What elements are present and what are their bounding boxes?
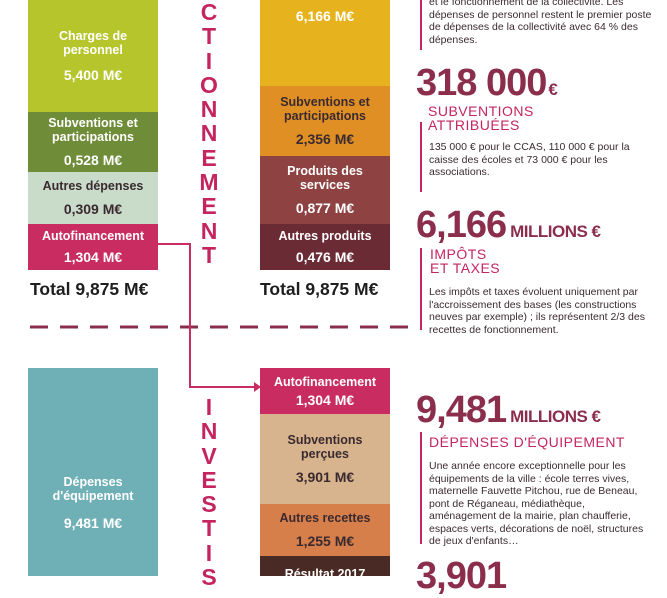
block-label: Autres produits (278, 229, 372, 243)
letter: M (199, 169, 219, 196)
letter: O (200, 71, 218, 98)
letter: I (205, 539, 213, 566)
letter: V (201, 442, 217, 469)
block-label: Produits des services (287, 164, 363, 192)
stat-number: 318 000 (416, 62, 547, 104)
letter: N (200, 418, 218, 445)
depense-block-charges-personnel: Charges de personnel 5,400 M€ (28, 0, 158, 112)
block-value: 0,528 M€ (63, 152, 123, 168)
letter: E (201, 144, 217, 171)
block-label: Autres dépenses (42, 179, 144, 193)
letter: C (200, 0, 218, 25)
stat-title-line1: DÉPENSES D'ÉQUIPEMENT (429, 434, 625, 450)
depense-block-autofinancement: Autofinancement 1,304 M€ (28, 224, 158, 270)
block-value: 1,304 M€ (63, 249, 123, 265)
fonctionnement-vertical-label: C T I O N N E M E N T (194, 0, 224, 267)
block-label: Résultat 2017 (284, 567, 366, 581)
stat-description-impots: Les impôts et taxes évoluent uniquement … (429, 286, 645, 336)
block-value: 5,400 M€ (63, 67, 123, 83)
stat-number: 9,481 (416, 389, 507, 431)
block-value: 6,166 M€ (295, 8, 355, 24)
stat-title-impots: IMPÔTS ET TAXES (430, 247, 500, 275)
stat-title-equipement: DÉPENSES D'ÉQUIPEMENT (429, 435, 625, 449)
block-label: Subventions perçues (287, 433, 363, 461)
stat-number-equipement: 9,481 MILLIONS € (416, 389, 601, 432)
stat-title-subventions: SUBVENTIONS ATTRIBUÉES (428, 104, 534, 132)
recette-block-autofinancement: Autofinancement 1,304 M€ (260, 368, 390, 414)
stat-number-subventions-percues: 3,901 (416, 555, 507, 598)
block-value: 9,481 M€ (63, 515, 123, 531)
block-label: Subventions et participations (48, 116, 138, 144)
stat-unit: € (548, 80, 558, 99)
stat-accent-bar (420, 122, 422, 192)
stat-description-equipement: Une année encore exceptionnelle pour les… (429, 460, 644, 547)
stat-title-line2: ET TAXES (430, 260, 501, 276)
total-recettes: Total 9,875 M€ (260, 279, 379, 299)
recette-block-autres-produits: Autres produits 0,476 M€ (260, 224, 390, 270)
stat-unit: MILLIONS € (510, 222, 601, 241)
total-depenses: Total 9,875 M€ (30, 279, 149, 299)
block-value: 0,877 M€ (295, 200, 355, 216)
depense-block-equipement: Dépenses d'équipement 9,481 M€ (28, 368, 158, 576)
intro-text: et le fonctionnement de la collectivité.… (429, 0, 652, 46)
stat-title-line1: SUBVENTIONS (428, 103, 534, 119)
stat-number-impots: 6,166 MILLIONS € (416, 204, 601, 247)
block-label: Autofinancement (41, 229, 145, 243)
block-label: Autofinancement (273, 374, 377, 389)
block-value: 3,901 M€ (295, 469, 355, 485)
recette-block-impots: 6,166 M€ (260, 0, 390, 86)
arrow-line (158, 243, 254, 388)
autofinancement-arrow (158, 243, 261, 392)
block-label: Autres recettes (279, 511, 371, 525)
block-value: 2,356 M€ (295, 131, 355, 147)
letter: I (205, 394, 213, 420)
letter: N (200, 96, 218, 123)
block-label: Subventions et participations (280, 95, 370, 123)
stat-accent-bar (420, 432, 422, 544)
stat-number: 3,901 (416, 555, 507, 597)
recette-block-resultat: Résultat 2017 (260, 556, 390, 581)
block-value: 1,304 M€ (295, 391, 355, 408)
recette-block-autres-recettes: Autres recettes 1,255 M€ (260, 504, 390, 556)
arrow-head (254, 382, 261, 392)
stat-description-subventions: 135 000 € pour le CCAS, 110 000 € pour l… (429, 141, 630, 178)
recette-block-subventions-percues: Subventions perçues 3,901 M€ (260, 414, 390, 504)
letter: S (201, 564, 217, 591)
block-value: 0,476 M€ (295, 249, 355, 265)
investissement-vertical-label: I N V E S T I S (194, 394, 224, 591)
letter: T (201, 241, 217, 268)
depense-block-subventions: Subventions et participations 0,528 M€ (28, 112, 158, 172)
stat-title-line1: IMPÔTS (430, 246, 487, 262)
recette-block-subventions: Subventions et participations 2,356 M€ (260, 86, 390, 156)
letter: N (200, 120, 218, 147)
stat-number: 6,166 (416, 204, 507, 246)
letter: T (201, 23, 217, 50)
block-value: 0,309 M€ (63, 201, 123, 217)
letter: T (201, 515, 217, 542)
section-separator (30, 325, 410, 329)
stat-title-line2: ATTRIBUÉES (428, 117, 520, 133)
stat-unit: MILLIONS € (510, 407, 601, 426)
letter: E (201, 466, 217, 493)
letter: N (200, 217, 218, 244)
letter: E (201, 193, 217, 220)
stat-number-subventions: 318 000 € (416, 62, 558, 105)
recette-block-produits-services: Produits des services 0,877 M€ (260, 156, 390, 224)
block-label: Dépenses d'équipement (52, 475, 134, 503)
letter: I (205, 47, 213, 74)
block-label: Charges de personnel (58, 29, 128, 57)
intro-accent-bar (420, 0, 422, 50)
block-value: 1,255 M€ (295, 533, 355, 549)
stat-accent-bar (420, 248, 422, 330)
letter: S (201, 491, 217, 518)
depense-block-autres: Autres dépenses 0,309 M€ (28, 172, 158, 224)
